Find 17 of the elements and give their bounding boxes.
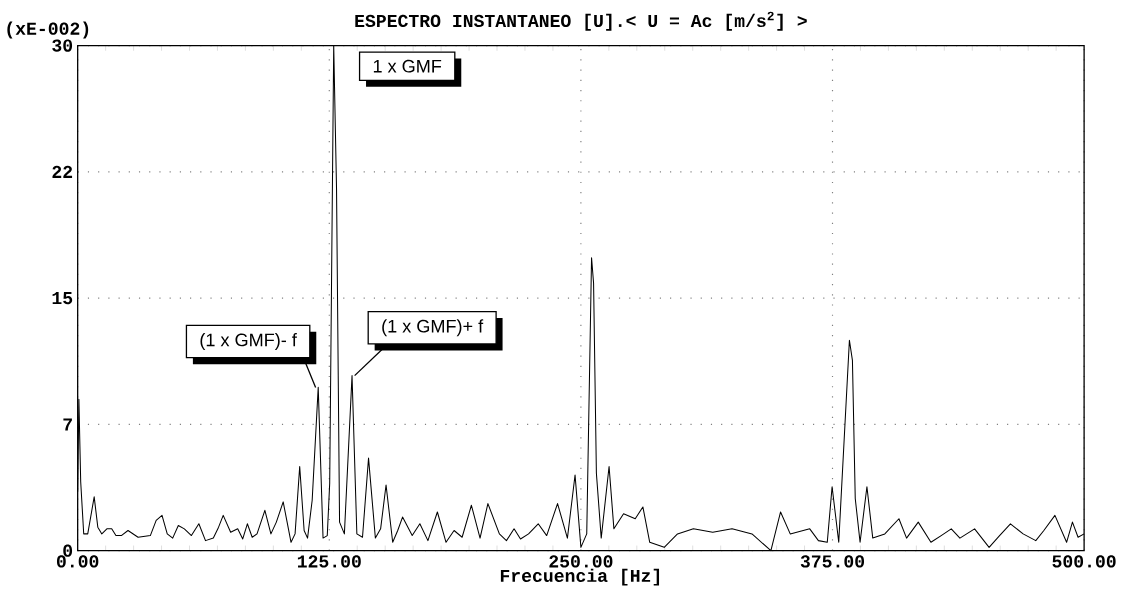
x-tick-label: 375.00 <box>800 555 865 568</box>
x-tick-label: 500.00 <box>1052 555 1116 568</box>
x-axis-title: Frecuencia [Hz] <box>500 568 660 586</box>
x-tick-label: 250.00 <box>549 555 613 568</box>
y-tick-label: 15 <box>52 292 73 305</box>
chart-title: ESPECTRO INSTANTANEO [U].< U = Ac [m/s$^{2}$] > <box>355 11 807 31</box>
line-series <box>77 45 1085 552</box>
annotation: (1 x GMF)- f <box>200 333 297 351</box>
y-axis-title: (xE-002) <box>7 21 89 39</box>
x-tick-label: 0.00 <box>56 555 99 568</box>
x-tick-label: 125.00 <box>297 555 361 568</box>
y-tick-label: 7 <box>63 418 72 431</box>
annotation: (1 x GMF)+ f <box>382 319 484 337</box>
y-tick-label: 22 <box>52 165 73 179</box>
y-tick-label: 30 <box>52 39 73 52</box>
y-tick-label: 0 <box>63 544 73 557</box>
annotation: 1 x GMF <box>373 59 442 73</box>
